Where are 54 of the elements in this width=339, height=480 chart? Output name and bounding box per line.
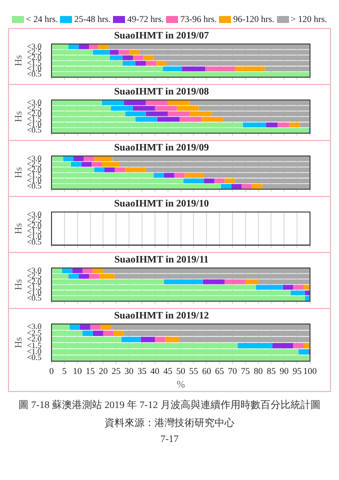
x-tick-label: 70 bbox=[228, 366, 238, 376]
y-tick-label: <3.0 bbox=[26, 154, 42, 163]
x-tick-label: 15 bbox=[86, 366, 96, 376]
x-tick-label: 95 bbox=[292, 366, 302, 376]
x-tick-label: 0 bbox=[49, 366, 54, 376]
x-tick-label: 45 bbox=[163, 366, 173, 376]
chart-title: SuaoIHMT in 2019/10 bbox=[114, 198, 209, 210]
text: 7-17 bbox=[159, 434, 180, 445]
caption: 圖 7-18 蘇澳港測站 2019 年 7-12 月波高與連續作用時數百分比統計圖 bbox=[18, 398, 322, 412]
y-axis-title: Hs bbox=[14, 336, 25, 348]
x-axis-title: % bbox=[176, 380, 185, 391]
y-axis-title: Hs bbox=[14, 54, 25, 66]
x-tick-label: 80 bbox=[254, 366, 264, 376]
chart-title: SuaoIHMT in 2019/08 bbox=[114, 86, 209, 98]
y-tick-label: <0.5 bbox=[26, 182, 42, 191]
y-axis-title: Hs bbox=[14, 222, 25, 234]
legend-label: 96-120 hrs. bbox=[233, 14, 274, 24]
chart-title: SuaoIHMT in 2019/12 bbox=[114, 310, 209, 322]
y-axis-title: Hs bbox=[14, 110, 25, 122]
x-tick-label: 40 bbox=[150, 366, 160, 376]
y-tick-label: <3.0 bbox=[26, 42, 42, 51]
legend-label: 49-72 hrs. bbox=[127, 14, 164, 24]
legend-label: 25-48 hrs. bbox=[74, 14, 111, 24]
chart-title: SuaoIHMT in 2019/09 bbox=[114, 142, 209, 154]
y-tick-label: <0.5 bbox=[26, 238, 42, 247]
y-tick-label: <0.5 bbox=[26, 294, 42, 303]
x-tick-label: 5 bbox=[62, 366, 68, 376]
legend-label: 73-96 hrs. bbox=[180, 14, 217, 24]
source-note: 資料來源：港灣技術研究中心 bbox=[104, 416, 236, 430]
chart-title: SuaoIHMT in 2019/11 bbox=[114, 254, 209, 266]
y-axis-title: Hs bbox=[14, 166, 25, 178]
legend-label: < 24 hrs. bbox=[26, 14, 58, 24]
legend-label: > 120 hrs. bbox=[290, 14, 327, 24]
y-tick-label: <3.0 bbox=[26, 210, 42, 219]
chart-title: SuaoIHMT in 2019/07 bbox=[114, 30, 209, 42]
x-tick-label: 55 bbox=[189, 366, 199, 376]
x-tick-label: 50 bbox=[176, 366, 186, 376]
y-tick-label: <3.0 bbox=[26, 266, 42, 275]
x-tick-label: 10 bbox=[72, 366, 82, 376]
x-tick-label: 35 bbox=[137, 366, 147, 376]
y-tick-label: <0.5 bbox=[26, 126, 42, 135]
y-tick-label: <0.5 bbox=[26, 70, 42, 79]
x-tick-label: 100 bbox=[303, 366, 318, 376]
x-tick-label: 30 bbox=[124, 366, 134, 376]
x-tick-label: 85 bbox=[266, 366, 276, 376]
y-tick-label: <0.5 bbox=[26, 353, 42, 362]
x-tick-label: 25 bbox=[112, 366, 122, 376]
x-tick-label: 20 bbox=[98, 366, 108, 376]
x-tick-label: 60 bbox=[202, 366, 212, 376]
x-tick-label: 65 bbox=[215, 366, 225, 376]
x-tick-label: 90 bbox=[280, 366, 290, 376]
y-axis-title: Hs bbox=[14, 278, 25, 290]
x-tick-label: 75 bbox=[240, 366, 250, 376]
y-tick-label: <3.0 bbox=[26, 98, 42, 107]
